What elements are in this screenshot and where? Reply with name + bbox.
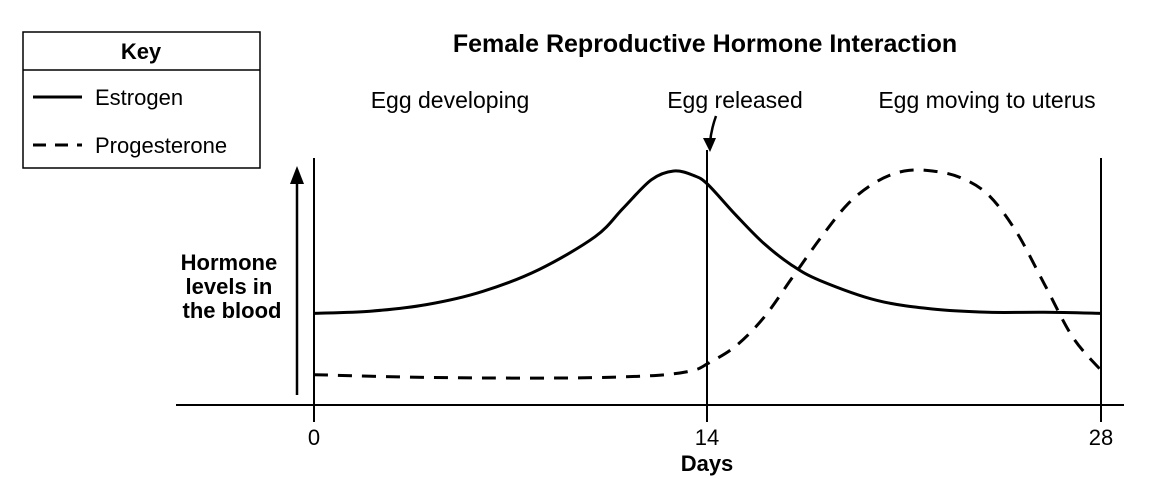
- y-axis-title-line-1: Hormone: [181, 250, 278, 275]
- key-estrogen-label: Estrogen: [95, 85, 183, 110]
- y-axis-title-line-2: levels in: [186, 274, 273, 299]
- key-box: [22, 31, 261, 169]
- x-tick-label: 0: [308, 425, 320, 450]
- x-tick-label: 28: [1089, 425, 1113, 450]
- key-title: Key: [121, 39, 162, 64]
- estrogen-line: [313, 169, 1102, 315]
- key-progesterone-label: Progesterone: [95, 133, 227, 158]
- chart-title: Female Reproductive Hormone Interaction: [453, 30, 957, 58]
- phase-egg-developing: Egg developing: [371, 87, 530, 113]
- x-tick-label: 14: [695, 425, 719, 450]
- key-legend: Key Estrogen Progesterone: [22, 31, 261, 169]
- y-axis-arrow: [290, 166, 304, 395]
- progesterone-line: [313, 168, 1103, 380]
- y-axis-title: Hormone levels in the blood: [181, 250, 284, 323]
- phase-egg-moving: Egg moving to uterus: [878, 87, 1095, 113]
- egg-released-arrow: [703, 115, 718, 152]
- y-axis-title-line-3: the blood: [183, 298, 282, 323]
- phase-egg-released: Egg released: [667, 87, 803, 113]
- x-axis-title: Days: [681, 451, 734, 476]
